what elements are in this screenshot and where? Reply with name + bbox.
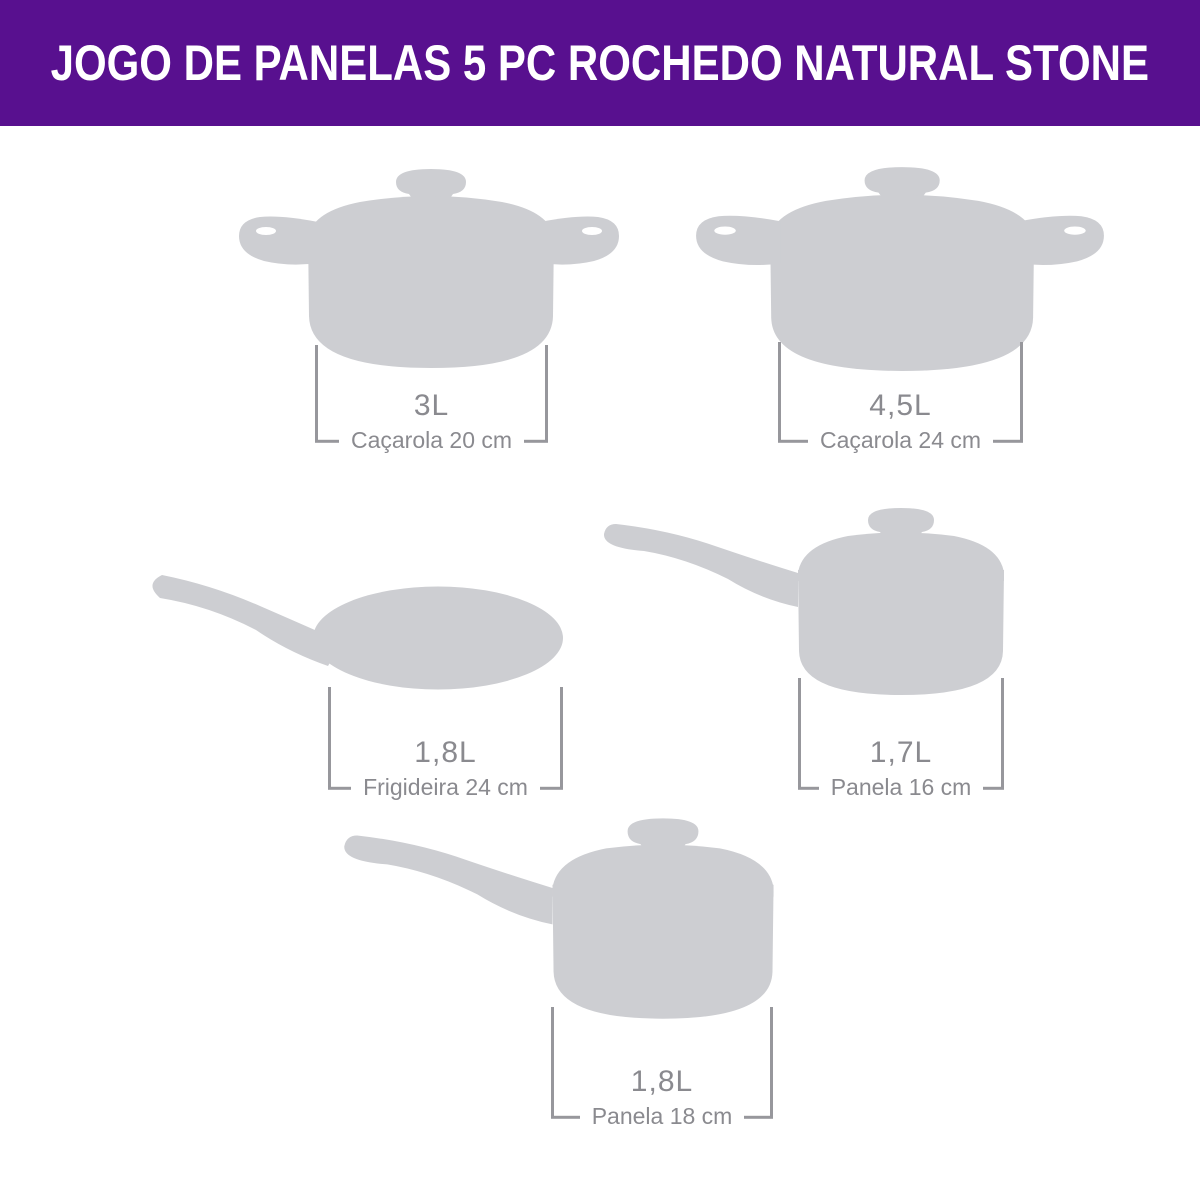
dimension-line-left bbox=[778, 342, 781, 441]
dimension-rail: Panela 16 cm bbox=[798, 774, 1005, 802]
dimension-bracket-panela-16: 1,7L Panela 16 cm bbox=[798, 678, 1005, 800]
dimension-line-bottom-right bbox=[539, 786, 564, 790]
volume-label: 1,8L bbox=[414, 736, 477, 769]
dimension-bracket-panela-18: 1,8L Panela 18 cm bbox=[551, 1007, 774, 1129]
saucepan-icon bbox=[603, 508, 1004, 695]
cacarola-20cm-silhouette bbox=[238, 166, 620, 370]
size-label: Panela 16 cm bbox=[830, 774, 972, 801]
frigideira-24cm-silhouette bbox=[148, 572, 568, 700]
saucepan-icon bbox=[344, 818, 774, 1019]
panela-16cm-silhouette bbox=[600, 503, 1010, 699]
product-title: JOGO DE PANELAS 5 PC ROCHEDO NATURAL STO… bbox=[50, 35, 1150, 91]
dimension-line-left bbox=[315, 345, 318, 441]
dimension-line-right bbox=[560, 687, 563, 788]
volume-label: 4,5L bbox=[869, 389, 932, 422]
dimension-rail: Caçarola 20 cm bbox=[315, 427, 549, 455]
volume-label: 1,8L bbox=[630, 1065, 694, 1098]
dimension-line-left bbox=[328, 687, 331, 788]
dimension-line-bottom-left bbox=[328, 786, 352, 790]
dimension-bracket-cacarola-24: 4,5L Caçarola 24 cm bbox=[778, 342, 1024, 453]
volume-label: 3L bbox=[413, 389, 450, 422]
dimension-rail: Panela 18 cm bbox=[551, 1103, 774, 1131]
dimension-line-bottom-right bbox=[524, 439, 549, 443]
dimension-rail: Caçarola 24 cm bbox=[778, 427, 1024, 455]
size-label: Caçarola 24 cm bbox=[819, 427, 982, 454]
dimension-rail: Frigideira 24 cm bbox=[328, 774, 564, 802]
frying-pan-icon bbox=[152, 575, 563, 690]
dimension-line-bottom-left bbox=[778, 439, 808, 443]
size-label: Caçarola 20 cm bbox=[350, 427, 513, 454]
dimension-line-bottom-right bbox=[993, 439, 1024, 443]
dimension-line-right bbox=[770, 1007, 773, 1117]
dimension-line-bottom-right bbox=[744, 1115, 774, 1119]
dimension-bracket-frigideira-24: 1,8L Frigideira 24 cm bbox=[328, 687, 564, 800]
dimension-bracket-cacarola-20: 3L Caçarola 20 cm bbox=[315, 345, 549, 453]
dimension-line-left bbox=[798, 678, 801, 788]
dimension-line-left bbox=[551, 1007, 554, 1117]
volume-label: 1,7L bbox=[869, 736, 933, 769]
dimension-line-right bbox=[1001, 678, 1004, 788]
size-label: Frigideira 24 cm bbox=[363, 774, 528, 801]
dimension-line-right bbox=[1020, 342, 1023, 441]
casserole-icon bbox=[239, 169, 619, 368]
title-banner: JOGO DE PANELAS 5 PC ROCHEDO NATURAL STO… bbox=[0, 0, 1200, 126]
dimension-line-bottom-left bbox=[551, 1115, 580, 1119]
dimension-line-bottom-right bbox=[983, 786, 1005, 790]
size-label: Panela 18 cm bbox=[591, 1103, 733, 1130]
dimension-line-bottom-left bbox=[798, 786, 819, 790]
dimension-line-right bbox=[545, 345, 548, 441]
dimension-line-bottom-left bbox=[315, 439, 339, 443]
panela-18cm-silhouette bbox=[340, 813, 780, 1023]
